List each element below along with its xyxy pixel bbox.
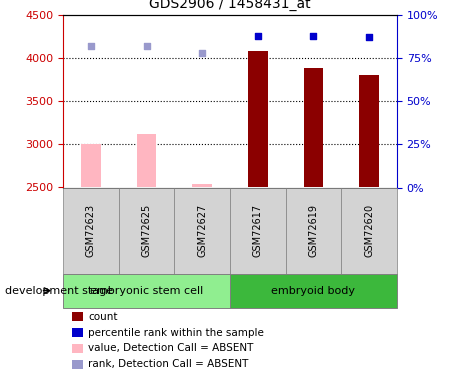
Bar <box>193 184 212 188</box>
Text: percentile rank within the sample: percentile rank within the sample <box>88 328 264 338</box>
Bar <box>285 188 341 274</box>
Bar <box>137 134 156 188</box>
Text: GSM72620: GSM72620 <box>364 204 374 257</box>
Point <box>198 50 206 56</box>
Bar <box>63 188 119 274</box>
Bar <box>63 274 230 308</box>
Bar <box>119 188 175 274</box>
Bar <box>81 144 101 188</box>
Text: rank, Detection Call = ABSENT: rank, Detection Call = ABSENT <box>88 359 249 369</box>
Bar <box>230 188 285 274</box>
Text: embryonic stem cell: embryonic stem cell <box>90 286 203 296</box>
Bar <box>359 75 379 188</box>
Point <box>143 43 150 49</box>
Text: GSM72619: GSM72619 <box>308 204 318 257</box>
Point <box>87 43 95 49</box>
Text: GSM72623: GSM72623 <box>86 204 96 257</box>
Bar <box>175 188 230 274</box>
Text: development stage: development stage <box>5 286 113 296</box>
Text: GSM72627: GSM72627 <box>197 204 207 257</box>
Text: GSM72625: GSM72625 <box>142 204 152 257</box>
Text: count: count <box>88 312 117 322</box>
Point <box>310 33 317 39</box>
Bar <box>230 274 397 308</box>
Title: GDS2906 / 1458431_at: GDS2906 / 1458431_at <box>149 0 311 11</box>
Bar <box>304 69 323 188</box>
Text: embryoid body: embryoid body <box>272 286 355 296</box>
Point <box>365 34 373 40</box>
Text: value, Detection Call = ABSENT: value, Detection Call = ABSENT <box>88 344 253 353</box>
Point <box>254 33 262 39</box>
Text: GSM72617: GSM72617 <box>253 204 263 257</box>
Bar <box>248 51 267 188</box>
Bar <box>341 188 397 274</box>
